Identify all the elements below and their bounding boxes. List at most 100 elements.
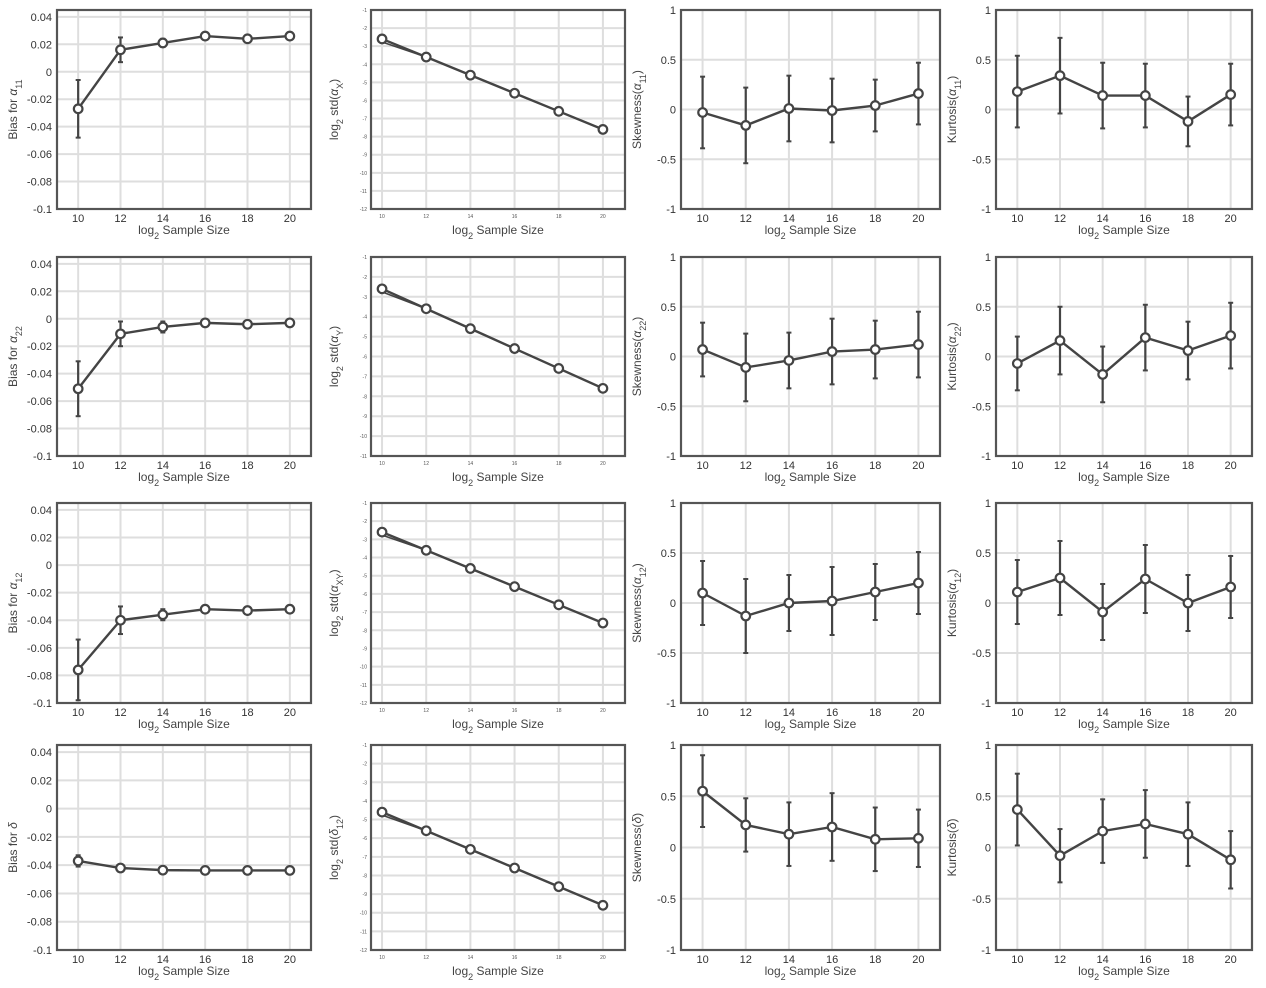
x-axis-label: log2 Sample Size [1078, 470, 1170, 488]
y-tick-label: -2 [363, 275, 368, 281]
data-point [826, 595, 838, 607]
x-tick-label: 12 [114, 460, 126, 472]
data-point [783, 597, 795, 609]
data-point [1097, 825, 1109, 837]
x-axis-label: log2 Sample Size [138, 223, 230, 241]
y-tick-label: -1 [981, 945, 991, 957]
y-tick-label: 0.04 [31, 259, 52, 271]
y-tick-label: -1 [363, 743, 368, 749]
x-tick-label: 14 [157, 213, 169, 225]
x-tick-label: 10 [696, 954, 708, 966]
y-tick-label: 0.02 [31, 39, 52, 51]
x-axis-label: log2 Sample Size [138, 470, 230, 488]
series-line [1016, 808, 1232, 861]
y-tick-label: -0.08 [27, 177, 52, 189]
y-tick-label: 0.02 [31, 286, 52, 298]
data-point [115, 44, 126, 56]
data-point [242, 33, 253, 45]
series-line [702, 92, 919, 127]
series-line [702, 581, 919, 618]
y-tick-label: -0.5 [972, 894, 991, 906]
data-point [1011, 86, 1023, 97]
x-tick-label: 14 [468, 461, 474, 467]
data-point [509, 343, 520, 354]
x-tick-label: 12 [423, 955, 429, 961]
y-tick-label: 1 [670, 740, 676, 752]
x-tick-label: 20 [1225, 954, 1237, 966]
plot-frame [369, 743, 627, 952]
y-tick-label: -0.06 [27, 149, 52, 161]
x-tick-label: 10 [1011, 213, 1023, 225]
y-tick-label: 0.5 [661, 55, 676, 67]
y-tick-label: 0 [670, 105, 676, 117]
y-tick-label: -0.5 [972, 401, 991, 413]
y-tick-label: -10 [360, 434, 367, 440]
chart-panel-0-0: 10 12 14 16 18 20 0.04 0.02 0 -0.02 -0.04 -0.06 -0.0… [6, 8, 313, 241]
x-tick-label: 18 [869, 954, 881, 966]
x-tick-label: 20 [912, 213, 924, 225]
series-line [77, 321, 290, 390]
data-point [1097, 90, 1109, 101]
plot-frame [994, 8, 1254, 211]
y-axis-label: Bias for α12 [6, 573, 24, 634]
y-tick-label: -6 [363, 836, 368, 842]
data-point [199, 317, 211, 329]
y-tick-label: -0.02 [27, 832, 52, 844]
data-point [420, 825, 432, 837]
y-tick-label: 1 [985, 498, 991, 510]
series-line-secondary [381, 814, 604, 907]
y-tick-label: -8 [363, 873, 368, 879]
y-tick-label: -0.1 [33, 451, 52, 463]
x-tick-label: 16 [826, 707, 838, 719]
x-tick-label: 10 [72, 460, 84, 472]
data-point [376, 526, 388, 538]
x-tick-label: 12 [740, 213, 752, 225]
x-tick-label: 20 [1225, 213, 1237, 225]
y-tick-label: 0 [46, 560, 52, 572]
y-tick-label: -0.08 [27, 917, 52, 929]
y-tick-label: -3 [363, 537, 368, 543]
y-tick-label: -11 [360, 189, 367, 195]
y-tick-label: -10 [360, 665, 367, 671]
data-point [1097, 369, 1109, 380]
data-point [553, 105, 565, 117]
data-point [1225, 89, 1237, 100]
x-tick-label: 14 [157, 460, 169, 472]
y-tick-label: -0.5 [657, 154, 676, 166]
x-tick-label: 18 [556, 708, 562, 714]
x-tick-label: 14 [157, 707, 169, 719]
data-point [1097, 606, 1109, 618]
chart-panel-1-0: 10 12 14 16 18 20 0.04 0.02 0 -0.02 -0.04 -0.06 -0.0… [6, 255, 313, 488]
data-point [869, 833, 881, 845]
data-point [72, 103, 84, 115]
data-point [242, 605, 253, 616]
y-tick-label: 0.02 [31, 775, 52, 787]
series-line [701, 790, 919, 841]
x-tick-label: 18 [869, 707, 881, 719]
data-point [783, 828, 795, 840]
y-tick-label: 0.04 [31, 12, 52, 24]
y-tick-label: -0.1 [33, 945, 52, 957]
x-tick-label: 10 [72, 213, 84, 225]
data-point [157, 37, 169, 49]
y-tick-label: -12 [360, 701, 367, 707]
data-point [1054, 572, 1066, 584]
x-axis-label: log2 Sample Size [1078, 964, 1170, 982]
x-tick-label: 12 [114, 954, 126, 966]
x-tick-label: 16 [199, 707, 211, 719]
data-point [740, 120, 752, 131]
plot-frame [369, 501, 627, 705]
x-axis-label: log2 Sample Size [452, 470, 544, 488]
series-line [77, 34, 290, 110]
chart-panel-2-3: 10 12 14 16 18 20 1 0.5 0 -0.5 -1 log2 Sample Size K… [945, 498, 1254, 735]
y-tick-label: -1 [666, 945, 676, 957]
y-axis-label: log2 std(αXY) [327, 569, 345, 636]
data-point [697, 785, 708, 797]
y-tick-label: 0.5 [661, 791, 676, 803]
x-tick-label: 16 [512, 708, 518, 714]
x-tick-label: 12 [740, 707, 752, 719]
y-tick-label: -0.02 [27, 588, 52, 600]
x-tick-label: 16 [826, 460, 838, 472]
x-tick-label: 14 [1097, 213, 1109, 225]
data-point [284, 603, 296, 615]
